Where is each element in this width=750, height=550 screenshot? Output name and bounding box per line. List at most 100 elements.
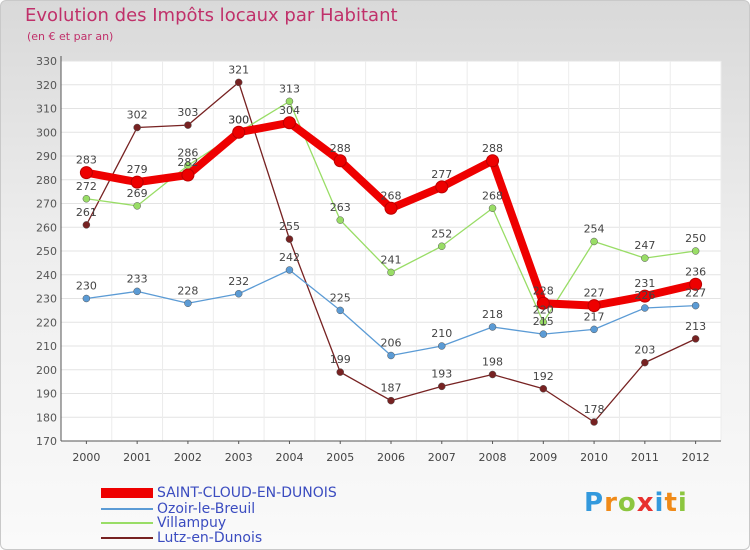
data-label: 288 <box>482 142 503 155</box>
data-label: 230 <box>76 280 97 293</box>
y-tick-label: 240 <box>36 269 57 282</box>
data-point <box>133 202 141 210</box>
y-tick-label: 260 <box>36 221 57 234</box>
data-point <box>435 180 449 194</box>
data-label: 268 <box>482 189 503 202</box>
data-label: 263 <box>330 201 351 214</box>
series-group <box>79 78 703 426</box>
legend-swatch <box>101 508 153 510</box>
data-point <box>691 335 700 343</box>
x-tick-label: 2008 <box>479 451 507 464</box>
data-label: 187 <box>381 382 402 395</box>
data-label: 247 <box>634 239 655 252</box>
data-label: 288 <box>330 142 351 155</box>
x-tick-label: 2003 <box>225 451 253 464</box>
y-tick-label: 270 <box>36 198 57 211</box>
data-point <box>232 125 246 139</box>
data-point <box>438 382 446 391</box>
data-label: 300 <box>228 113 249 126</box>
data-label: 225 <box>330 291 351 304</box>
data-point <box>590 418 598 426</box>
data-point <box>184 299 192 307</box>
y-tick-label: 220 <box>36 316 57 329</box>
data-label: 233 <box>127 272 148 285</box>
data-label: 303 <box>177 106 198 119</box>
data-point <box>282 116 296 130</box>
legend-swatch <box>101 522 153 524</box>
data-point <box>587 299 601 313</box>
data-label: 269 <box>127 187 148 200</box>
legend-label: Villampuy <box>157 515 227 531</box>
data-label: 192 <box>533 370 554 383</box>
data-point <box>536 296 550 310</box>
data-point <box>691 247 700 255</box>
data-point <box>285 235 294 243</box>
data-label: 261 <box>76 206 97 219</box>
data-point <box>539 318 548 326</box>
data-point <box>539 385 548 393</box>
y-tick-label: 330 <box>36 55 57 68</box>
data-point <box>336 368 344 376</box>
data-label: 228 <box>177 284 198 297</box>
data-label: 302 <box>127 109 148 122</box>
data-label: 227 <box>584 287 605 300</box>
data-point <box>641 304 649 312</box>
brand-logo: Proxiti <box>584 488 688 518</box>
data-label: 277 <box>431 168 452 181</box>
data-label: 232 <box>228 275 249 288</box>
data-point <box>82 195 91 203</box>
data-label: 279 <box>127 163 148 176</box>
legend-label: Ozoir-le-Breuil <box>157 501 256 517</box>
data-point <box>486 154 500 168</box>
data-label: 220 <box>533 303 554 316</box>
data-point <box>438 242 446 250</box>
x-tick-label: 2002 <box>174 451 202 464</box>
data-label: 272 <box>76 180 97 193</box>
data-label: 321 <box>228 63 249 76</box>
y-tick-label: 210 <box>36 340 57 353</box>
chart-subtitle: (en € et par an) <box>27 30 114 43</box>
data-point <box>82 294 91 303</box>
data-label: 241 <box>381 253 402 266</box>
data-point <box>384 201 398 215</box>
y-tick-label: 250 <box>36 245 57 258</box>
x-tick-label: 2009 <box>529 451 557 464</box>
data-point <box>234 290 243 298</box>
data-label: 213 <box>685 320 706 333</box>
data-point <box>641 254 649 262</box>
data-point <box>638 289 652 303</box>
y-tick-label: 190 <box>36 388 57 401</box>
data-point <box>79 166 93 180</box>
data-label: 254 <box>584 223 605 236</box>
data-label: 304 <box>279 104 300 117</box>
data-label: 231 <box>634 277 655 290</box>
data-label: 242 <box>279 251 300 264</box>
y-tick-label: 230 <box>36 293 57 306</box>
data-point <box>387 268 395 277</box>
data-point <box>590 237 598 246</box>
data-point <box>336 306 344 315</box>
data-point <box>285 97 294 106</box>
y-tick-label: 170 <box>36 435 57 448</box>
data-label: 193 <box>431 367 452 380</box>
data-point <box>181 168 195 182</box>
data-point <box>333 154 347 168</box>
data-point <box>184 121 192 129</box>
data-label: 210 <box>431 327 452 340</box>
x-tick-label: 2007 <box>428 451 456 464</box>
data-label: 313 <box>279 82 300 95</box>
axes: 170 180 190 200 210 220 230 240 250 260 270 280 290 3… <box>36 55 721 464</box>
data-point <box>133 287 141 296</box>
data-label: 250 <box>685 232 706 245</box>
data-point <box>130 175 144 189</box>
data-point <box>82 221 91 229</box>
data-point <box>488 204 497 212</box>
grid <box>60 60 722 442</box>
x-tick-label: 2005 <box>326 451 354 464</box>
data-label: 203 <box>634 344 655 357</box>
data-label: 178 <box>584 403 605 416</box>
data-point <box>336 216 344 224</box>
data-label: 228 <box>533 284 554 297</box>
data-label: 199 <box>330 353 351 366</box>
